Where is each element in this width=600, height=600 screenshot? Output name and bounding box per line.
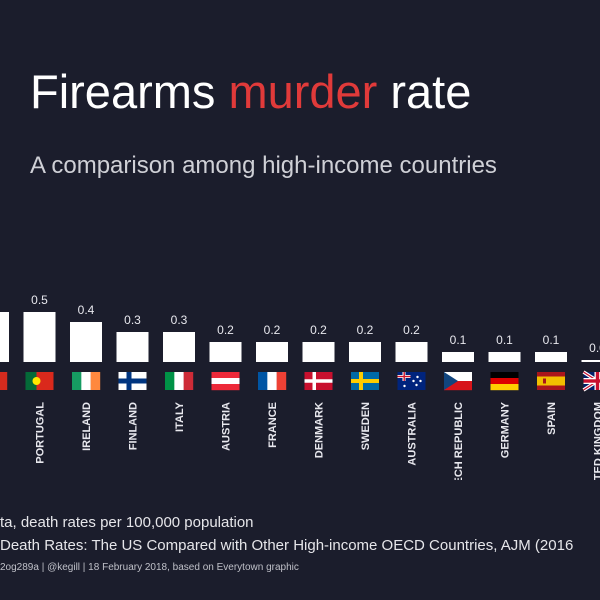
value-label-portugal: 0.5: [31, 293, 48, 307]
value-label-ireland: 0.4: [78, 303, 95, 317]
value-label-germany: 0.1: [496, 333, 513, 347]
value-label-finland: 0.3: [124, 313, 141, 327]
tick-label-czech-republic: CZECH REPUBLIC: [453, 402, 465, 480]
portugal-flag-icon: [25, 372, 54, 390]
value-label-italy: 0.3: [171, 313, 188, 327]
value-label-austria: 0.2: [217, 323, 234, 337]
tick-label-denmark: DENMARK: [314, 402, 326, 458]
bar-australia: [395, 342, 428, 362]
bar-united-kingdom: [581, 360, 600, 362]
value-label-czech-republic: 0.1: [450, 333, 467, 347]
value-label-denmark: 0.2: [310, 323, 327, 337]
bar-ireland: [70, 322, 102, 362]
tick-label-austria: AUSTRIA: [221, 402, 233, 451]
austria-flag-icon: [211, 372, 240, 391]
footnote-units: ta, death rates per 100,000 population: [0, 514, 254, 531]
bar-denmark: [302, 342, 335, 362]
bar-spain: [535, 352, 567, 362]
tick-label-france: FRANCE: [267, 402, 279, 448]
spain-flag-icon: [537, 372, 565, 390]
tick-label-australia: AUSTRALIA: [407, 402, 419, 466]
uk-flag-icon: [582, 370, 600, 392]
sweden-flag-icon: [351, 372, 379, 390]
value-label-france: 0.2: [264, 323, 281, 337]
value-label-united-kingdom: 0.0: [589, 341, 600, 355]
bar-chart: 5ANADA0.5PORTUGAL0.4IRELAND0.3FINLAND0.3…: [0, 293, 600, 480]
tick-label-spain: SPAIN: [546, 402, 558, 435]
finland-flag-icon: [118, 372, 147, 390]
value-label-spain: 0.1: [543, 333, 560, 347]
canada-flag-icon: [0, 372, 8, 390]
tick-label-sweden: SWEDEN: [360, 402, 372, 450]
czech-flag-icon: [444, 372, 472, 391]
tick-label-united-kingdom: UNITED KINGDOM: [593, 402, 600, 480]
title-accent: murder: [228, 65, 378, 118]
bar-czech-republic: [442, 352, 474, 362]
bar-austria: [209, 342, 242, 362]
credit-line: 2og289a | @kegill | 18 February 2018, ba…: [0, 562, 299, 573]
tick-label-germany: GERMANY: [500, 401, 512, 458]
bar-portugal: [23, 312, 56, 362]
chart-title: Firearms murder rate: [30, 64, 471, 119]
value-label-sweden: 0.2: [357, 323, 374, 337]
title-part-1: Firearms: [30, 65, 229, 118]
tick-label-ireland: IRELAND: [81, 402, 93, 451]
ireland-flag-icon: [72, 372, 101, 390]
tick-label-finland: FINLAND: [128, 402, 140, 450]
chart-subtitle: A comparison among high-income countries: [30, 152, 497, 179]
germany-flag-icon: [490, 372, 519, 391]
bar-france: [256, 342, 288, 362]
bar-sweden: [349, 342, 381, 362]
bar-germany: [488, 352, 521, 362]
france-flag-icon: [258, 372, 287, 390]
bar-canada: [0, 312, 9, 362]
tick-label-italy: ITALY: [174, 401, 186, 432]
title-part-2: rate: [377, 65, 472, 118]
tick-label-portugal: PORTUGAL: [35, 402, 47, 464]
value-label-australia: 0.2: [403, 323, 420, 337]
bar-finland: [116, 332, 149, 362]
australia-flag-icon: [397, 372, 426, 390]
bar-italy: [163, 332, 195, 362]
denmark-flag-icon: [304, 372, 333, 390]
italy-flag-icon: [165, 372, 194, 390]
footnote-source: Death Rates: The US Compared with Other …: [0, 537, 574, 554]
